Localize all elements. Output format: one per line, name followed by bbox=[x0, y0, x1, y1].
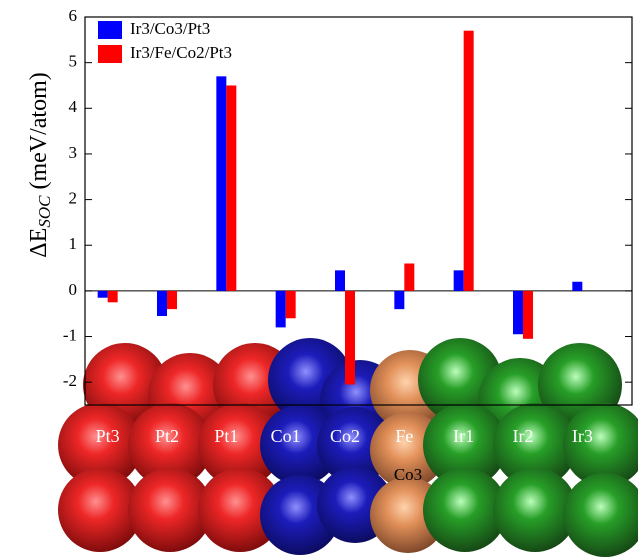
y-tick-label: 0 bbox=[69, 280, 78, 299]
y-tick-label: 6 bbox=[69, 6, 78, 25]
annotation: Co3 bbox=[394, 465, 422, 484]
bar bbox=[513, 291, 523, 334]
bar bbox=[454, 270, 464, 291]
y-tick-label: 2 bbox=[69, 188, 78, 207]
bar bbox=[226, 85, 236, 290]
y-tick-label: -2 bbox=[63, 371, 77, 390]
bar bbox=[276, 291, 286, 328]
x-category-label: Ir2 bbox=[513, 426, 534, 446]
chart: ΔESOC (meV/atom) Co3 -2 -1 0 1 2 3 4 5 6 Pt3 Pt2 Pt1… bbox=[0, 0, 638, 560]
bar bbox=[335, 270, 345, 291]
x-category-label: Co2 bbox=[330, 426, 360, 446]
legend-swatch bbox=[98, 45, 122, 63]
legend-swatch bbox=[98, 21, 122, 39]
y-label-symbol: ΔE bbox=[26, 228, 52, 258]
bar bbox=[523, 291, 533, 339]
x-category-label: Co1 bbox=[271, 426, 301, 446]
y-label-unit: (meV/atom) bbox=[26, 72, 52, 189]
bar bbox=[167, 291, 177, 309]
legend-label: Ir3/Fe/Co2/Pt3 bbox=[130, 43, 232, 62]
bar bbox=[108, 291, 118, 302]
y-axis-label: ΔESOC (meV/atom) bbox=[26, 72, 54, 258]
x-category-label: Ir3 bbox=[572, 426, 593, 446]
bar bbox=[216, 76, 226, 291]
bar bbox=[464, 31, 474, 291]
bar bbox=[157, 291, 167, 316]
x-category-label: Fe bbox=[395, 426, 413, 446]
y-tick-label: 4 bbox=[69, 97, 78, 116]
x-category-label: Ir1 bbox=[453, 426, 474, 446]
bar bbox=[394, 291, 404, 309]
y-label-subscript: SOC bbox=[35, 195, 54, 228]
y-tick-label: -1 bbox=[63, 325, 77, 344]
y-tick-label: 5 bbox=[69, 52, 78, 71]
bar bbox=[572, 282, 582, 291]
x-category-label: Pt2 bbox=[155, 426, 179, 446]
legend-label: Ir3/Co3/Pt3 bbox=[130, 19, 210, 38]
bar bbox=[98, 291, 108, 298]
x-category-label: Pt1 bbox=[214, 426, 238, 446]
bar bbox=[286, 291, 296, 318]
y-tick-label: 3 bbox=[69, 143, 78, 162]
bar bbox=[404, 263, 414, 290]
y-tick-label: 1 bbox=[69, 234, 78, 253]
x-category-label: Pt3 bbox=[96, 426, 120, 446]
bar bbox=[345, 291, 355, 385]
